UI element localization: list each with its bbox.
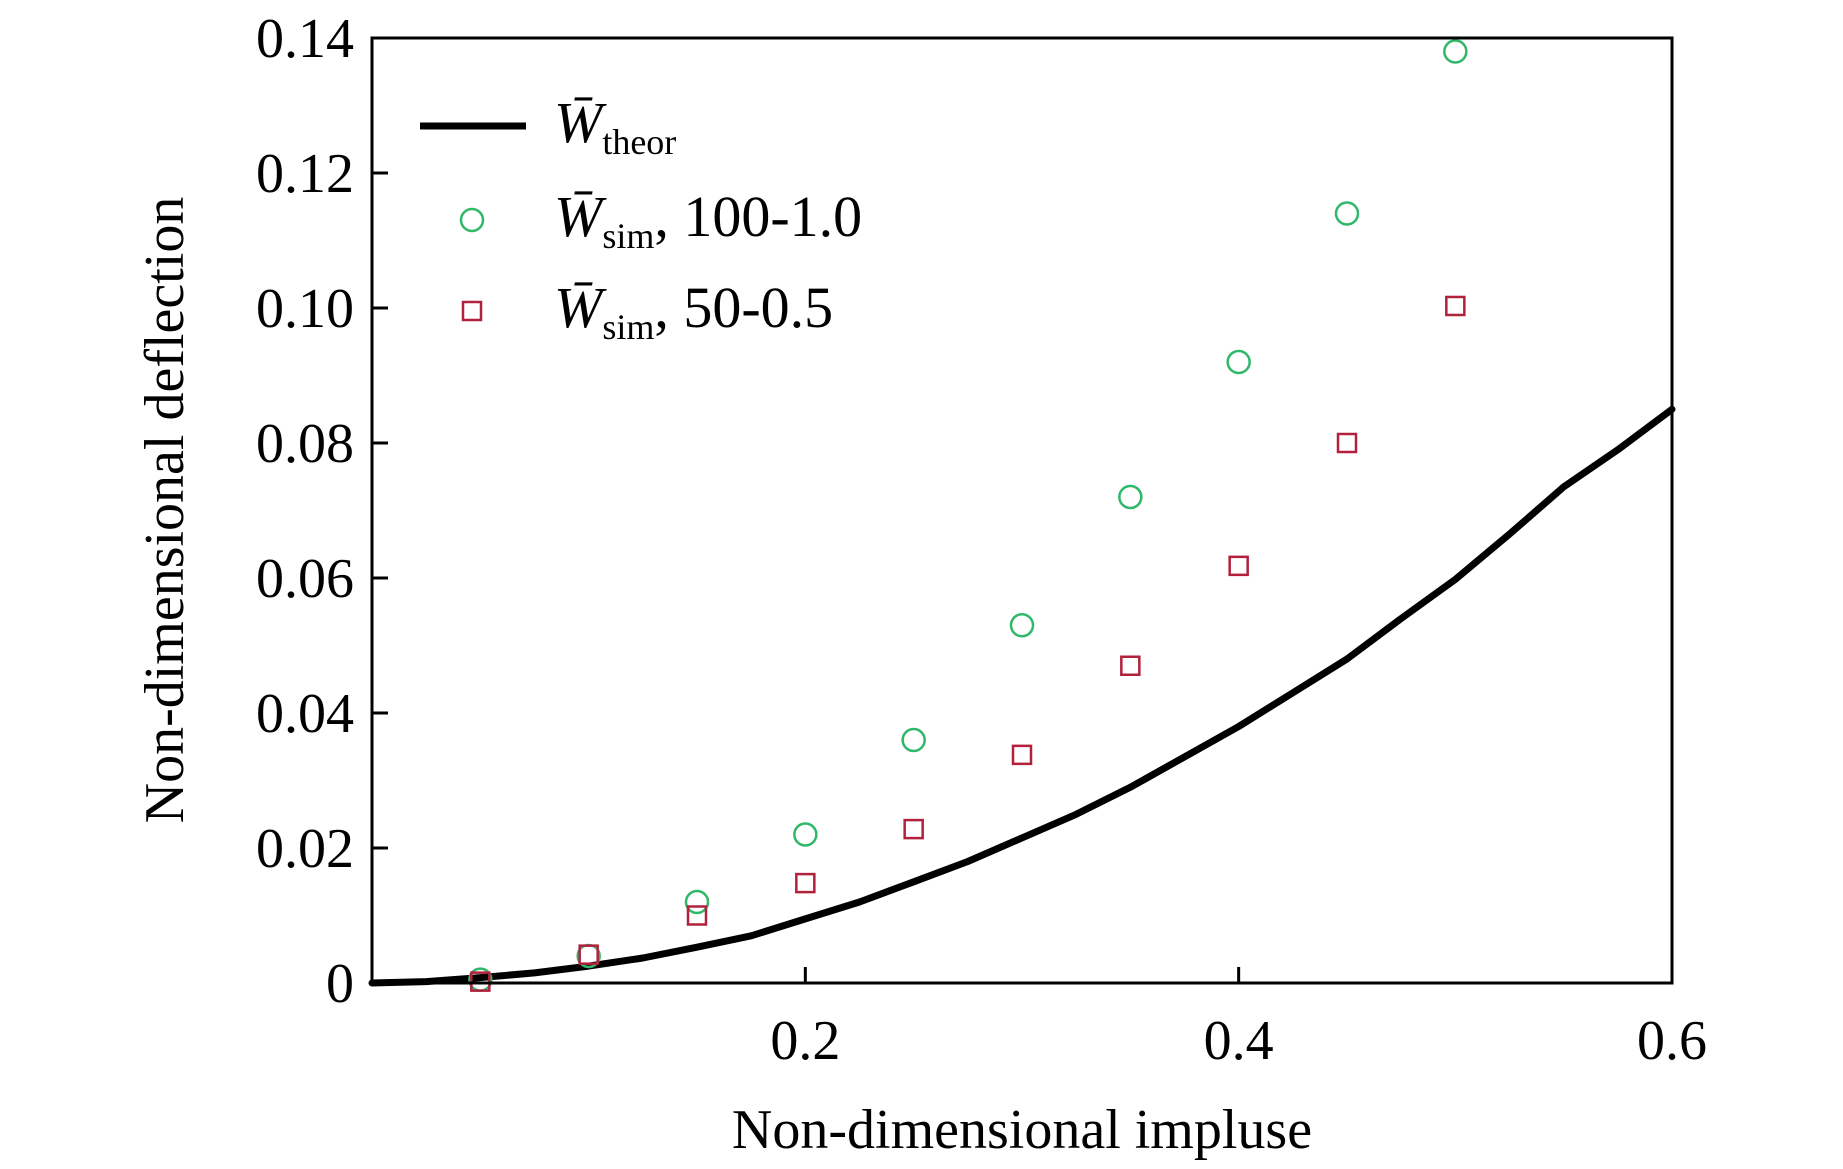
y-tick-label: 0.10 [256,278,354,340]
y-tick-label: 0.06 [256,548,354,610]
x-tick-label: 0.6 [1637,1010,1707,1072]
legend-config: , 50-0.5 [654,275,833,340]
legend-subscript: sim [602,307,654,347]
legend-symbol: W̄ [554,90,607,155]
sim-100-point [1226,349,1251,375]
sim-100-point [793,822,818,847]
y-tick-label: 0.08 [256,413,354,475]
legend-square-swatch [461,300,483,322]
legend-symbol: W̄ [554,275,607,340]
plot-marks [368,39,1676,992]
legend-symbol: W̄ [554,184,607,249]
sim-100-point [1334,201,1360,226]
y-tick-label: 0.12 [256,143,354,205]
plot-frame [370,36,1674,985]
y-axis: 0 0.02 0.04 0.06 0.08 0.10 0.12 0.14 [256,8,388,1015]
legend-label: W̄sim, 50-0.5 [554,275,833,347]
sim-100-point [1118,484,1143,510]
x-axis-title: Non-dimensional impluse [732,1099,1312,1161]
x-tick-label: 0.2 [770,1010,840,1072]
sim-100-point [1443,39,1468,64]
legend-subscript: theor [602,122,676,162]
x-tick-label: 0.4 [1204,1010,1274,1072]
legend-circle-swatch [459,207,485,233]
sim-50-point [686,905,708,926]
theor-curve [368,405,1676,987]
legend-label: W̄sim, 100-1.0 [554,184,862,256]
sim-50-point [903,818,924,840]
sim-100-point [684,889,710,915]
sim-50-point [1336,432,1358,454]
y-tick-label: 0.04 [256,683,354,745]
legend-config: , 100-1.0 [654,184,862,249]
legend-label: W̄theor [554,90,676,162]
sim-100-point [1009,613,1035,638]
y-tick-label: 0.02 [256,818,354,880]
sim-50-point [578,944,599,965]
y-tick-label: 0 [326,953,354,1015]
sim-50-point [795,872,816,894]
y-axis-title: Non-dimensional deflection [134,197,196,824]
sim-50-point [1011,744,1033,766]
x-axis: 0.2 0.4 0.6 [770,967,1707,1072]
sim-50-point [1445,295,1466,317]
sim-100-point [901,727,926,753]
sim-50-point [1228,555,1249,577]
sim-50-point [1120,655,1141,676]
y-tick-label: 0.14 [256,8,354,70]
legend-subscript: sim [602,216,654,256]
